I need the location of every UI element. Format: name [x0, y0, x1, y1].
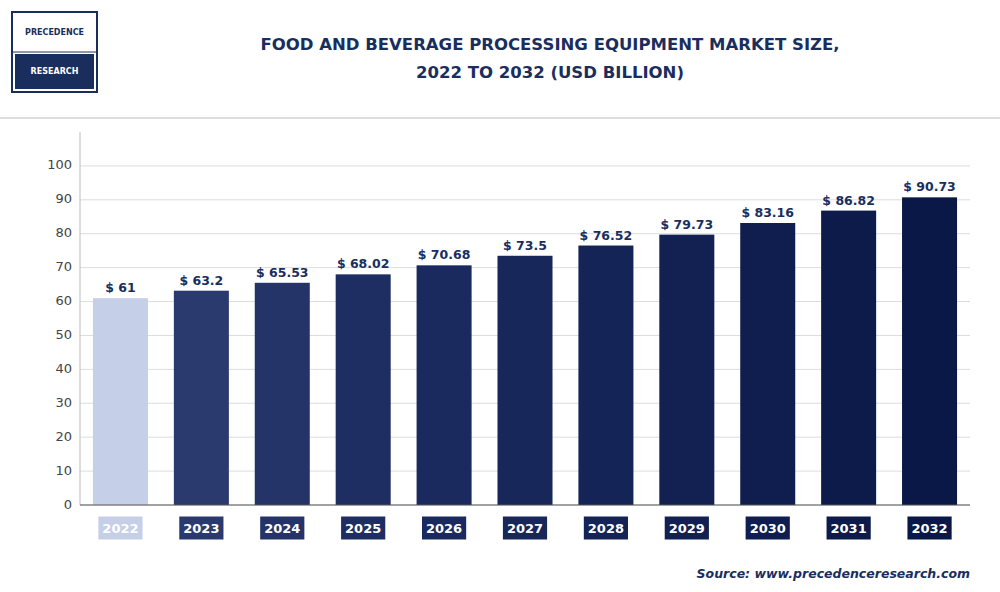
category-box	[341, 517, 385, 540]
bar	[659, 235, 714, 505]
data-label: $ 61	[105, 280, 135, 295]
x-axis-line	[80, 505, 970, 506]
data-label: $ 65.53	[256, 265, 309, 280]
logo-text: PRECEDENCE	[25, 28, 84, 37]
category-label: 2026	[422, 517, 466, 540]
category-label: 2027	[503, 517, 547, 540]
category-label: 2025	[341, 517, 385, 540]
y-axis: 0 10 20 30 40 50 60 70 80 90 100	[47, 132, 80, 512]
bar	[821, 211, 876, 505]
x-tick-label: 2031	[831, 521, 867, 536]
x-tick-label: 2030	[750, 521, 786, 536]
x-tick-label: 2026	[426, 521, 462, 536]
y-tick-label: 70	[55, 259, 72, 274]
x-tick-label: 2025	[345, 521, 381, 536]
logo-text: RESEARCH	[31, 67, 79, 76]
data-label: $ 90.73	[903, 179, 956, 194]
y-tick-label: 0	[64, 497, 72, 512]
data-label: $ 68.02	[337, 256, 390, 271]
category-box	[98, 517, 142, 540]
bar	[740, 223, 795, 505]
x-tick-label: 2028	[588, 521, 624, 536]
y-tick-label: 60	[55, 293, 72, 308]
category-box	[665, 517, 709, 540]
logo-divider	[12, 52, 97, 53]
data-label: $ 73.5	[503, 238, 547, 253]
logo: PRECEDENCE RESEARCH	[12, 12, 97, 92]
category-box	[179, 517, 223, 540]
category-label: 2031	[827, 517, 871, 540]
y-tick-label: 50	[55, 327, 72, 342]
data-label: $ 76.52	[580, 228, 633, 243]
category-label: 2023	[179, 517, 223, 540]
logo-frame	[12, 12, 97, 92]
y-tick-label: 40	[55, 361, 72, 376]
y-axis-line	[80, 132, 81, 505]
background	[0, 0, 1000, 592]
data-label: $ 79.73	[661, 217, 714, 232]
data-label: $ 70.68	[418, 247, 471, 262]
data-label: $ 83.16	[741, 205, 794, 220]
y-tick-label: 30	[55, 395, 72, 410]
category-box	[827, 517, 871, 540]
source: Source: www.precedenceresearch.com	[697, 566, 970, 581]
grid-line	[80, 165, 970, 166]
bars	[93, 197, 957, 505]
data-label: $ 86.82	[822, 193, 875, 208]
x-tick-label: 2027	[507, 521, 543, 536]
bar	[93, 298, 148, 505]
category-label: 2032	[907, 517, 951, 540]
category-label: 2029	[665, 517, 709, 540]
y-tick-label: 100	[47, 157, 72, 172]
bar	[578, 246, 633, 505]
category-label: 2028	[584, 517, 628, 540]
category-box	[260, 517, 304, 540]
data-label: $ 63.2	[179, 273, 223, 288]
category-label: 2030	[746, 517, 790, 540]
bar	[336, 274, 391, 505]
x-tick-label: 2029	[669, 521, 705, 536]
bar	[174, 291, 229, 505]
grid	[80, 166, 970, 505]
y-tick-label: 90	[55, 191, 72, 206]
subtitle: 2022 TO 2032 (USD BILLION)	[416, 63, 684, 82]
category-label: 2022	[98, 517, 142, 540]
chart: 0102030405060708090100$ 61$ 63.2$ 65.53$…	[0, 0, 1000, 592]
logo-bottom	[15, 54, 94, 89]
x-tick-label: 2024	[264, 521, 300, 536]
x-tick-label: 2032	[911, 521, 947, 536]
x-axis: 2022 2023 2024 2025 2026 2027 2028 2029 2030 2031…	[98, 517, 951, 540]
bar	[417, 265, 472, 505]
bar	[902, 197, 957, 505]
title: FOOD AND BEVERAGE PROCESSING EQUIPMENT M…	[260, 35, 839, 54]
category-label: 2024	[260, 517, 304, 540]
bar	[497, 256, 552, 505]
category-box	[584, 517, 628, 540]
grid-line	[80, 505, 970, 506]
x-tick-label: 2023	[183, 521, 219, 536]
category-box	[907, 517, 951, 540]
y-tick-label: 20	[55, 429, 72, 444]
data-labels: $ 61 $ 63.2 $ 65.53 $ 68.02 $ 70.68 $ 73.5 $ 7…	[105, 179, 956, 295]
bar	[255, 283, 310, 505]
category-box	[746, 517, 790, 540]
x-tick-label: 2022	[102, 521, 138, 536]
y-tick-label: 10	[55, 463, 72, 478]
category-box	[422, 517, 466, 540]
separator	[0, 118, 1000, 119]
category-box	[503, 517, 547, 540]
y-tick-label: 80	[55, 225, 72, 240]
